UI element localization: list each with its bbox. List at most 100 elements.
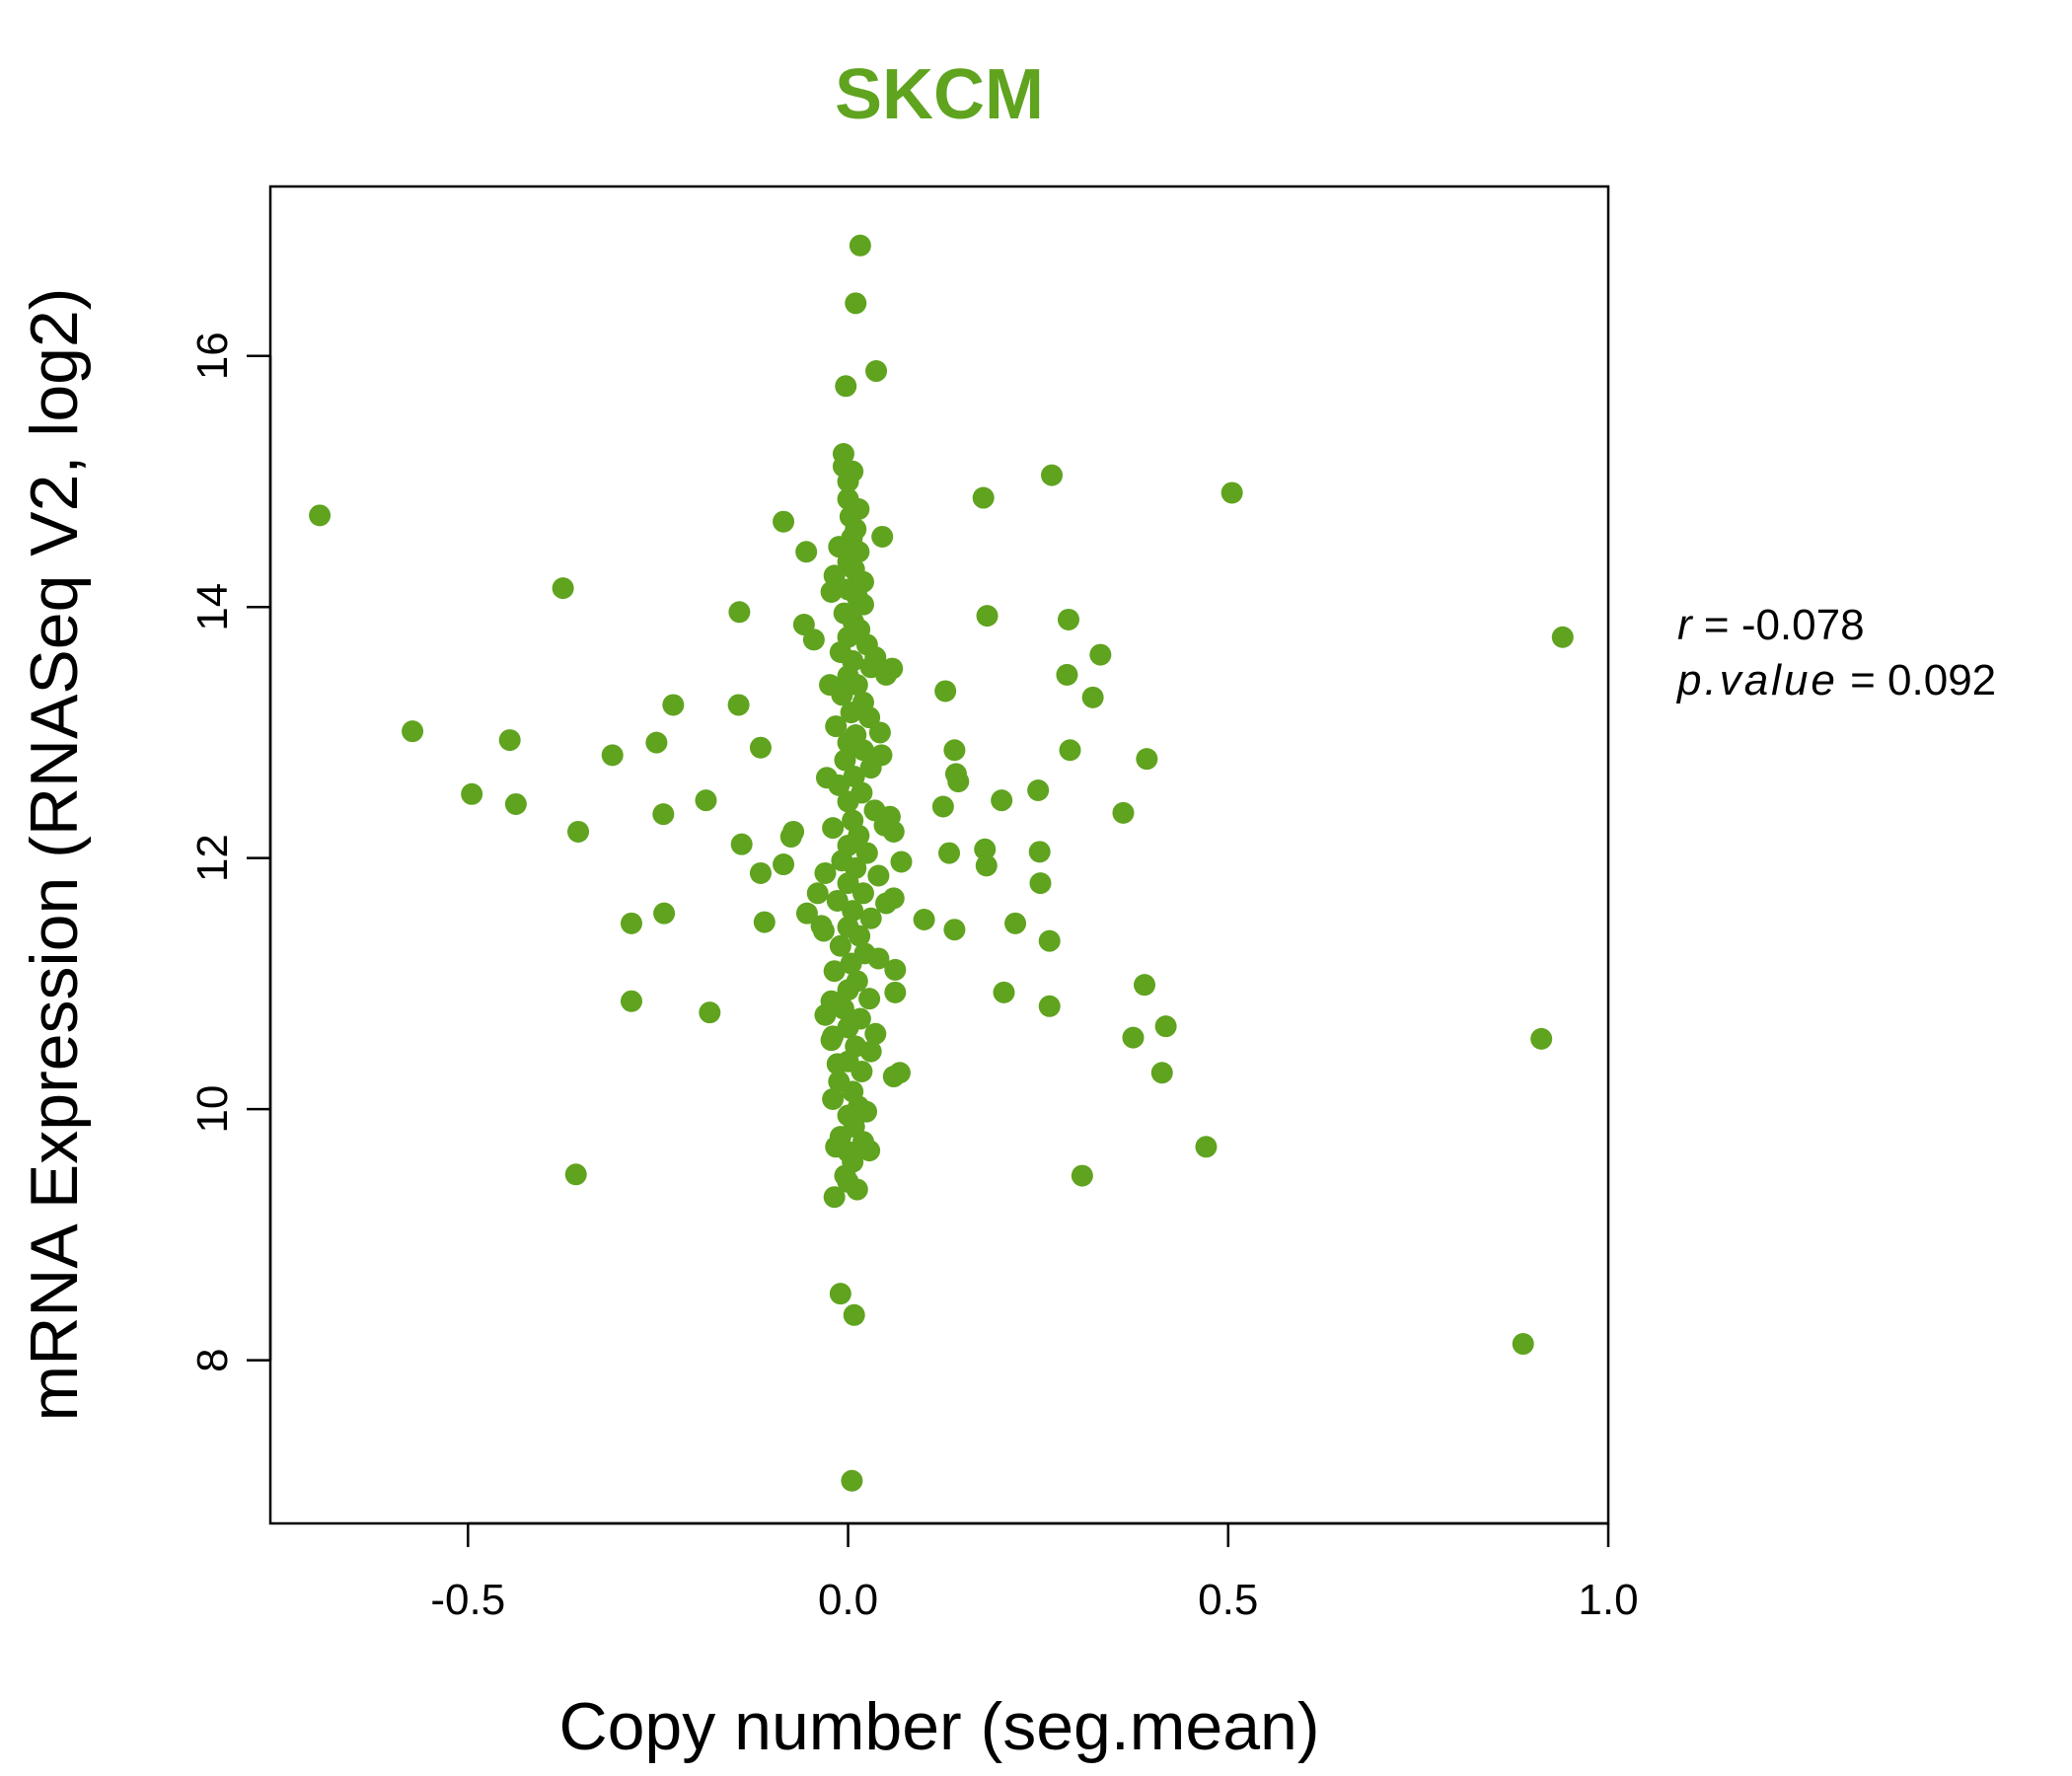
x-tick-label: 0.0 xyxy=(818,1576,878,1624)
data-point xyxy=(1057,608,1079,630)
y-axis: 8 10 12 14 16 xyxy=(188,332,272,1372)
data-point xyxy=(810,915,833,937)
data-point xyxy=(1028,841,1051,863)
data-point xyxy=(782,820,805,843)
data-point xyxy=(884,958,907,981)
data-point xyxy=(849,234,871,257)
data-point xyxy=(834,749,856,772)
data-point xyxy=(931,795,954,818)
data-point xyxy=(837,1170,859,1193)
data-point xyxy=(868,721,891,744)
data-point xyxy=(938,842,961,864)
data-point xyxy=(823,564,846,587)
data-point xyxy=(843,1303,865,1326)
data-point xyxy=(851,593,874,616)
data-point xyxy=(822,1087,845,1110)
data-point xyxy=(825,715,848,738)
r-equals: = xyxy=(1704,601,1741,649)
data-point xyxy=(795,541,818,563)
data-point xyxy=(913,909,935,931)
data-point xyxy=(974,838,997,860)
data-point xyxy=(309,504,332,527)
data-point xyxy=(851,739,874,762)
data-point xyxy=(695,789,717,812)
data-point xyxy=(835,375,857,398)
data-point xyxy=(601,744,624,767)
data-point xyxy=(653,902,676,925)
data-point xyxy=(552,577,574,600)
data-point xyxy=(1134,974,1156,997)
data-point xyxy=(884,981,907,1003)
data-point xyxy=(1122,1026,1145,1049)
data-point xyxy=(859,1040,882,1063)
x-tick-label: -0.5 xyxy=(430,1576,505,1624)
data-point xyxy=(620,990,642,1012)
data-point xyxy=(498,729,521,752)
data-point xyxy=(842,900,864,923)
data-point xyxy=(795,902,818,925)
data-point xyxy=(567,820,590,843)
data-point xyxy=(841,1469,863,1492)
x-axis-label: Copy number (seg.mean) xyxy=(558,1689,1319,1764)
data-point xyxy=(870,744,893,767)
data-point xyxy=(1041,464,1064,486)
data-points xyxy=(309,234,1574,1492)
data-point xyxy=(851,882,874,905)
p-label: p.value xyxy=(1675,656,1838,704)
data-point xyxy=(849,925,871,947)
data-point xyxy=(858,706,881,729)
data-point xyxy=(864,646,887,669)
data-point xyxy=(1221,481,1243,504)
data-point xyxy=(829,1283,851,1305)
data-point xyxy=(1150,1062,1173,1084)
data-point xyxy=(823,960,846,983)
data-point xyxy=(855,1100,878,1123)
data-point xyxy=(972,486,995,509)
data-point xyxy=(976,605,999,628)
data-point xyxy=(859,907,882,929)
data-point xyxy=(1027,778,1050,801)
data-point xyxy=(848,497,870,520)
data-point xyxy=(699,1001,721,1024)
x-tick-label: 0.5 xyxy=(1198,1576,1258,1624)
data-point xyxy=(461,782,483,805)
y-axis-label: mRNA Expression (RNASeq V2, log2) xyxy=(17,288,92,1422)
r-value: -0.078 xyxy=(1741,601,1865,649)
data-point xyxy=(749,861,772,884)
data-point xyxy=(564,1163,587,1186)
data-point xyxy=(1512,1333,1534,1356)
data-point xyxy=(753,911,776,933)
data-point xyxy=(822,817,845,840)
data-point xyxy=(1038,929,1061,952)
data-point xyxy=(855,842,878,864)
data-point xyxy=(728,601,751,624)
data-point xyxy=(1059,739,1081,762)
y-tick-label: 16 xyxy=(188,332,237,380)
data-point xyxy=(1004,912,1027,934)
data-point xyxy=(840,952,862,975)
data-point xyxy=(943,739,966,762)
data-point xyxy=(832,455,854,478)
data-point xyxy=(871,525,894,548)
data-point xyxy=(1551,626,1574,648)
data-point xyxy=(837,979,859,1001)
y-tick-label: 14 xyxy=(188,583,237,631)
data-point xyxy=(814,1003,837,1026)
data-point xyxy=(820,1029,843,1052)
stats-annotation: r = -0.078 p.value = 0.092 xyxy=(1675,601,1996,704)
chart-title: SKCM xyxy=(835,55,1044,134)
r-label: r xyxy=(1677,601,1694,649)
y-tick-label: 10 xyxy=(188,1085,237,1134)
p-equals: = xyxy=(1850,656,1887,704)
svg-text:p.value = 0.092: p.value = 0.092 xyxy=(1675,656,1996,704)
data-point xyxy=(645,731,668,754)
data-point xyxy=(1029,872,1052,895)
data-point xyxy=(749,736,772,759)
data-point xyxy=(1071,1164,1093,1187)
data-point xyxy=(823,1186,846,1209)
data-point xyxy=(975,854,998,877)
data-point xyxy=(652,803,675,826)
data-point xyxy=(943,919,966,941)
data-point xyxy=(1112,801,1135,824)
